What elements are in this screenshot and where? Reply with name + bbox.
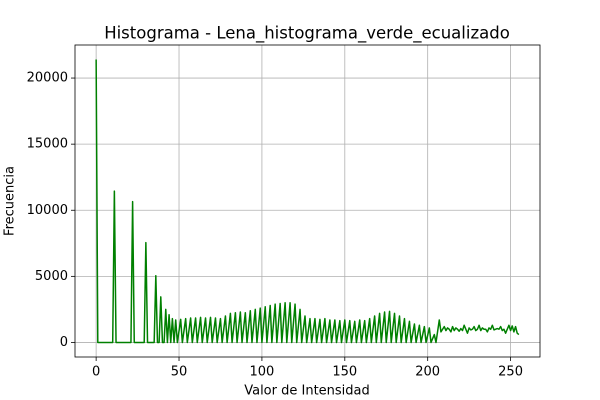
x-tick-label: 150: [332, 365, 357, 380]
x-tick-label: 250: [498, 365, 523, 380]
y-tick-label: 15000: [27, 137, 68, 152]
y-tick-label: 20000: [27, 71, 68, 86]
y-tick-label: 5000: [35, 269, 68, 284]
y-tick-label: 0: [60, 335, 68, 350]
x-axis-label: Valor de Intensidad: [244, 384, 370, 399]
plot-area: 0 50 100 150 200 250 0 5000 10000 15000 20000: [27, 44, 541, 380]
data-line: [95, 59, 520, 344]
x-tick-label: 100: [249, 365, 274, 380]
y-axis-label: Frecuencia: [3, 166, 18, 236]
x-tick-label: 0: [92, 365, 100, 380]
chart-title: Histograma - Lena_histograma_verde_ecual…: [104, 24, 510, 44]
x-tick-label: 200: [415, 365, 440, 380]
y-tick-label: 10000: [27, 203, 68, 218]
axes-frame: [74, 44, 541, 358]
x-tick-label: 50: [171, 365, 188, 380]
